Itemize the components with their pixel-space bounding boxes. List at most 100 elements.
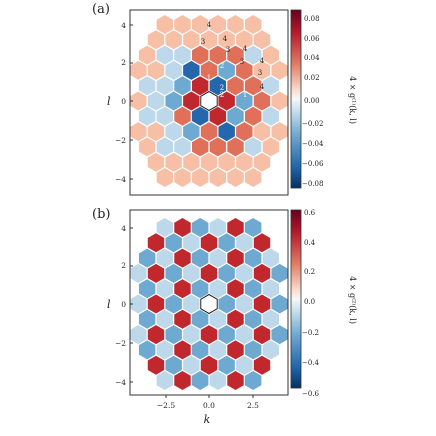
hex-cell xyxy=(191,168,209,187)
hex-cell xyxy=(209,218,227,237)
hex-cell xyxy=(156,15,174,34)
hex-cell xyxy=(174,340,191,360)
hex-cell xyxy=(147,30,165,50)
b-ytick-2: 2 xyxy=(121,261,126,270)
hex-cell xyxy=(253,355,271,375)
hex-cell xyxy=(130,263,147,283)
hex-cell xyxy=(147,263,165,283)
panel-b-xlabel: k xyxy=(204,413,211,426)
hex-cell xyxy=(244,218,262,237)
hex-cell xyxy=(191,218,209,237)
hex-number-label: 3 xyxy=(240,58,244,66)
hex-cell xyxy=(165,60,182,80)
hex-number-label: 4 xyxy=(260,57,265,65)
hex-cell xyxy=(174,309,191,329)
hex-cell xyxy=(209,168,227,187)
hex-cell xyxy=(165,91,182,111)
hex-cell xyxy=(147,60,165,80)
hex-cell xyxy=(262,279,280,299)
a-ytick-m2: −2 xyxy=(115,136,126,145)
b-cb-tick: −0.2 xyxy=(302,329,319,337)
hex-cell xyxy=(183,325,200,345)
hex-cell xyxy=(262,248,280,268)
hex-cell xyxy=(218,263,235,283)
hex-cell xyxy=(191,15,209,34)
hex-cell xyxy=(174,248,191,268)
hex-cell xyxy=(253,294,271,314)
hex-cell xyxy=(244,15,262,34)
hex-cell xyxy=(271,91,288,111)
hex-cell xyxy=(262,340,280,360)
hex-cell xyxy=(236,152,253,172)
a-cb-tick: −0.08 xyxy=(302,180,323,188)
hex-cell xyxy=(165,325,182,345)
hex-cell xyxy=(262,309,280,329)
hex-cell xyxy=(218,152,235,172)
b-cb-tick: −0.6 xyxy=(302,390,320,398)
hex-cell xyxy=(200,293,218,315)
b-xtick: −2.5 xyxy=(157,401,175,410)
hex-cell xyxy=(209,248,227,268)
panel-b-label: (b) xyxy=(92,207,110,222)
hex-cell xyxy=(271,60,288,80)
hex-cell xyxy=(138,106,156,126)
hex-cell xyxy=(271,294,288,314)
hex-cell xyxy=(138,76,156,96)
hex-cell xyxy=(209,15,227,34)
hex-number-label: 2 xyxy=(220,84,224,92)
panel-b-xticks: −2.5 0.0 2.5 xyxy=(157,395,259,410)
hex-cell xyxy=(183,30,200,50)
hex-cell xyxy=(200,60,218,80)
hex-cell xyxy=(130,91,147,111)
hex-cell xyxy=(244,106,262,126)
hex-cell xyxy=(227,218,244,237)
a-cb-tick: 0.00 xyxy=(304,97,320,105)
hex-cell xyxy=(200,152,218,172)
hex-number-label: 1 xyxy=(243,91,247,99)
hex-cell xyxy=(147,233,165,253)
hex-cell xyxy=(130,122,147,142)
hex-cell xyxy=(244,309,262,329)
hex-cell xyxy=(147,152,165,172)
hex-cell xyxy=(271,122,288,142)
hex-cell xyxy=(183,233,200,253)
hex-cell xyxy=(138,340,156,360)
panel-a-yticks: 4 2 0 −2 −4 xyxy=(115,21,133,184)
hex-cell xyxy=(236,30,253,50)
hex-cell xyxy=(227,309,244,329)
panel-b-ylabel: l xyxy=(107,298,111,311)
hex-number-label: 3 xyxy=(226,46,230,54)
hex-cell xyxy=(200,355,218,375)
hex-cell xyxy=(244,248,262,268)
b-ytick-4: 4 xyxy=(121,224,126,233)
panel-a-colorbar xyxy=(290,9,302,189)
hex-cell xyxy=(218,122,235,142)
hex-cell xyxy=(156,76,174,96)
hex-cell xyxy=(253,60,271,80)
hex-cell xyxy=(227,15,244,34)
hex-number-label: 4 xyxy=(260,83,265,91)
b-ytick-m4: −4 xyxy=(115,378,126,387)
panel-a-frame xyxy=(129,9,289,196)
hex-cell xyxy=(262,45,280,65)
hex-cell xyxy=(253,325,271,345)
b-cb-tick: 0.6 xyxy=(304,209,316,217)
hex-cell xyxy=(209,76,227,96)
hex-cell xyxy=(227,106,244,126)
hex-number-label: 4 xyxy=(207,21,212,29)
hex-cell xyxy=(138,248,156,268)
b-cb-tick: 0.2 xyxy=(304,268,315,276)
hex-cell xyxy=(183,263,200,283)
hex-cell xyxy=(191,371,209,390)
hex-cell xyxy=(165,233,182,253)
hex-cell xyxy=(174,106,191,126)
hex-cell xyxy=(262,76,280,96)
hex-cell xyxy=(138,279,156,299)
a-cb-tick: −0.04 xyxy=(302,140,324,148)
hex-cell xyxy=(191,106,209,126)
hex-cell xyxy=(174,218,191,237)
hex-cell xyxy=(191,248,209,268)
hex-cell xyxy=(262,106,280,126)
hex-cell xyxy=(183,294,200,314)
